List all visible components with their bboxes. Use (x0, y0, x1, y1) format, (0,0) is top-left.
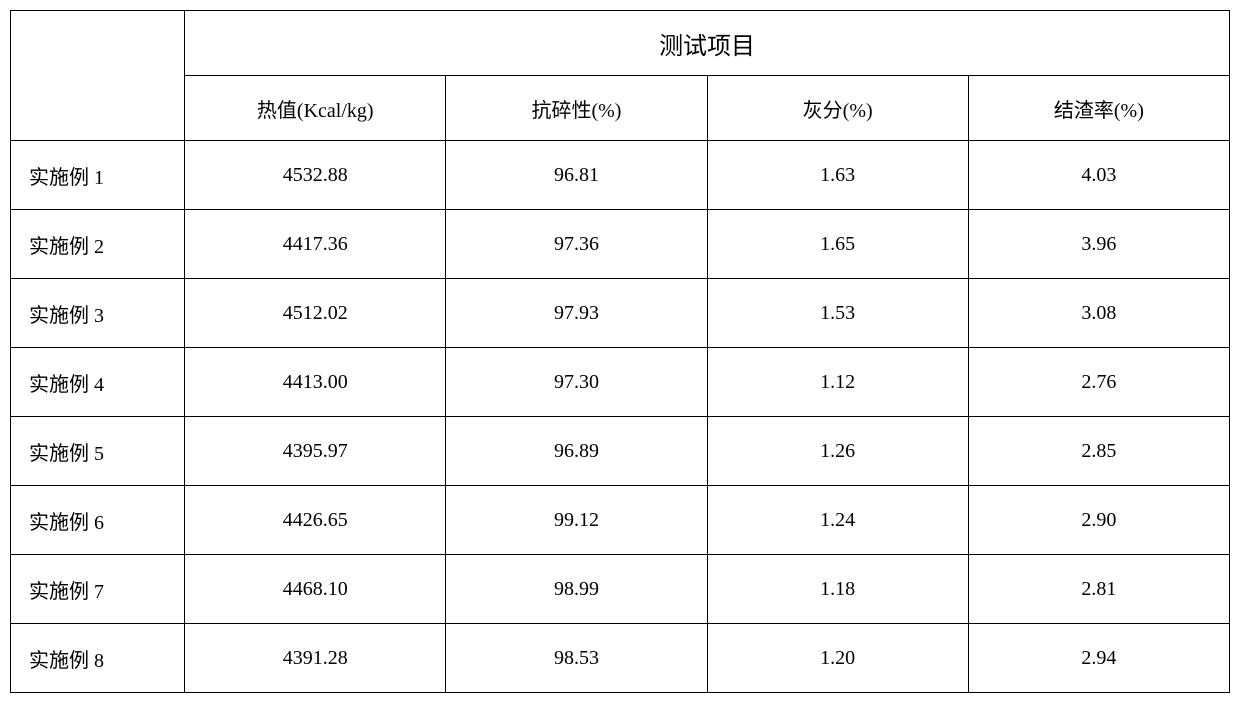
row-label: 实施例 8 (11, 624, 185, 693)
data-table: 测试项目 热值(Kcal/kg) 抗碎性(%) 灰分(%) 结渣率(%) 实施例… (10, 10, 1230, 693)
table-header-row-1: 测试项目 (11, 11, 1230, 76)
table-row: 实施例 4 4413.00 97.30 1.12 2.76 (11, 348, 1230, 417)
data-cell: 99.12 (446, 486, 707, 555)
row-label: 实施例 7 (11, 555, 185, 624)
data-cell: 2.85 (968, 417, 1229, 486)
data-cell: 2.76 (968, 348, 1229, 417)
data-cell: 2.94 (968, 624, 1229, 693)
data-cell: 97.93 (446, 279, 707, 348)
header-blank (11, 11, 185, 141)
header-title: 测试项目 (185, 11, 1230, 76)
data-cell: 96.89 (446, 417, 707, 486)
data-cell: 1.63 (707, 141, 968, 210)
data-cell: 4426.65 (185, 486, 446, 555)
data-cell: 1.24 (707, 486, 968, 555)
data-cell: 3.96 (968, 210, 1229, 279)
table-header-row-2: 热值(Kcal/kg) 抗碎性(%) 灰分(%) 结渣率(%) (11, 76, 1230, 141)
data-cell: 1.53 (707, 279, 968, 348)
data-cell: 2.90 (968, 486, 1229, 555)
table-row: 实施例 3 4512.02 97.93 1.53 3.08 (11, 279, 1230, 348)
table-row: 实施例 8 4391.28 98.53 1.20 2.94 (11, 624, 1230, 693)
col-header-1: 抗碎性(%) (446, 76, 707, 141)
data-cell: 4395.97 (185, 417, 446, 486)
row-label: 实施例 6 (11, 486, 185, 555)
data-cell: 97.36 (446, 210, 707, 279)
data-cell: 4413.00 (185, 348, 446, 417)
row-label: 实施例 2 (11, 210, 185, 279)
row-label: 实施例 1 (11, 141, 185, 210)
table-row: 实施例 1 4532.88 96.81 1.63 4.03 (11, 141, 1230, 210)
data-cell: 97.30 (446, 348, 707, 417)
data-cell: 1.65 (707, 210, 968, 279)
data-cell: 4417.36 (185, 210, 446, 279)
col-header-2: 灰分(%) (707, 76, 968, 141)
data-cell: 3.08 (968, 279, 1229, 348)
data-cell: 4532.88 (185, 141, 446, 210)
table-body: 实施例 1 4532.88 96.81 1.63 4.03 实施例 2 4417… (11, 141, 1230, 693)
row-label: 实施例 3 (11, 279, 185, 348)
data-cell: 98.99 (446, 555, 707, 624)
col-header-3: 结渣率(%) (968, 76, 1229, 141)
row-label: 实施例 4 (11, 348, 185, 417)
data-cell: 96.81 (446, 141, 707, 210)
row-label: 实施例 5 (11, 417, 185, 486)
table-row: 实施例 2 4417.36 97.36 1.65 3.96 (11, 210, 1230, 279)
data-cell: 1.18 (707, 555, 968, 624)
table-row: 实施例 6 4426.65 99.12 1.24 2.90 (11, 486, 1230, 555)
table-row: 实施例 7 4468.10 98.99 1.18 2.81 (11, 555, 1230, 624)
data-cell: 4512.02 (185, 279, 446, 348)
data-cell: 2.81 (968, 555, 1229, 624)
data-cell: 4.03 (968, 141, 1229, 210)
data-cell: 1.26 (707, 417, 968, 486)
data-cell: 98.53 (446, 624, 707, 693)
col-header-0: 热值(Kcal/kg) (185, 76, 446, 141)
data-cell: 4391.28 (185, 624, 446, 693)
data-cell: 1.20 (707, 624, 968, 693)
table-row: 实施例 5 4395.97 96.89 1.26 2.85 (11, 417, 1230, 486)
data-cell: 1.12 (707, 348, 968, 417)
data-cell: 4468.10 (185, 555, 446, 624)
